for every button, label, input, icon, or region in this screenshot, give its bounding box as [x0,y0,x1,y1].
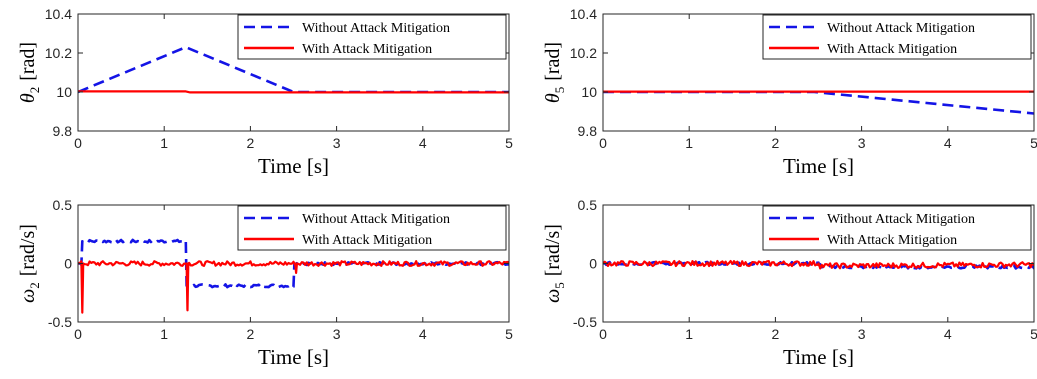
y-tick-label: 0 [64,256,72,272]
legend: Without Attack Mitigation With Attack Mit… [762,14,1032,60]
legend: Without Attack Mitigation With Attack Mit… [237,14,507,60]
series-line-with-mitigation [603,259,1034,270]
legend-box [237,14,507,60]
y-axis-symbol: θ [17,93,39,103]
x-tick-label: 4 [944,135,952,151]
y-axis-label: θ5 [rad] [542,42,567,103]
x-tick-label: 4 [419,326,427,342]
legend-label: Without Attack Mitigation [827,21,975,36]
y-tick-label: 9.8 [53,123,73,139]
legend-box [237,205,507,251]
y-tick-label: 10.4 [45,6,72,22]
legend-label: Without Attack Mitigation [302,212,450,227]
x-tick-label: 2 [247,326,255,342]
y-tick-label: 10.2 [570,45,597,61]
x-tick-label: 1 [685,326,693,342]
legend-label: With Attack Mitigation [302,42,432,57]
x-axis-label: Time [s] [258,345,329,369]
y-axis-subscript: 2 [27,87,42,94]
legend-box [762,205,1032,251]
x-tick-label: 0 [74,135,82,151]
y-tick-label: -0.5 [48,314,72,330]
x-tick-label: 5 [1030,135,1037,151]
x-axis-label: Time [s] [258,154,329,178]
y-tick-label: 0 [589,256,597,272]
y-axis-subscript: 5 [552,87,567,94]
x-tick-label: 0 [599,326,607,342]
x-tick-label: 3 [858,326,866,342]
y-axis-symbol: θ [542,93,564,103]
y-axis-label: ω5 [rad/s] [542,224,567,303]
series-line-without-mitigation [603,90,1034,115]
y-axis-symbol: ω [542,289,564,303]
y-axis-unit: [rad] [542,42,564,81]
legend-label: Without Attack Mitigation [827,212,975,227]
legend-label: Without Attack Mitigation [302,21,450,36]
axes-box [77,13,510,132]
series-group [78,238,509,314]
y-axis-label: ω2 [rad/s] [17,224,42,303]
y-axis-subscript: 5 [552,282,567,289]
x-tick-label: 2 [772,326,780,342]
y-axis-unit: [rad] [17,42,39,81]
series-group [78,45,509,94]
y-tick-label: 10 [581,84,597,100]
x-tick-label: 3 [333,135,341,151]
y-tick-label: 10.2 [45,45,72,61]
x-tick-label: 5 [505,135,513,151]
y-axis-unit: [rad/s] [542,224,564,276]
x-axis-label: Time [s] [783,154,854,178]
x-tick-label: 0 [74,326,82,342]
x-tick-label: 4 [944,326,952,342]
legend: Without Attack Mitigation With Attack Mit… [762,205,1032,251]
x-tick-label: 2 [247,135,255,151]
x-axis-label: Time [s] [783,345,854,369]
series-line-with-mitigation [78,90,509,94]
x-tick-label: 0 [599,135,607,151]
x-tick-label: 4 [419,135,427,151]
y-axis-label: θ2 [rad] [17,42,42,103]
series-group [603,259,1034,270]
y-axis-symbol: ω [17,289,39,303]
legend-label: With Attack Mitigation [827,233,957,248]
y-tick-label: -0.5 [573,314,597,330]
x-tick-label: 1 [160,326,168,342]
legend-box [762,14,1032,60]
y-axis-subscript: 2 [27,282,42,289]
legend-label: With Attack Mitigation [302,233,432,248]
series-group [603,90,1034,115]
series-line-with-mitigation [78,260,509,314]
y-axis-unit: [rad/s] [17,224,39,276]
x-tick-label: 1 [160,135,168,151]
x-tick-label: 3 [858,135,866,151]
legend: Without Attack Mitigation With Attack Mit… [237,205,507,251]
x-tick-label: 2 [772,135,780,151]
x-tick-label: 3 [333,326,341,342]
axes-box [602,13,1035,132]
x-tick-label: 5 [1030,326,1037,342]
x-tick-label: 1 [685,135,693,151]
y-tick-label: 0.5 [578,197,598,213]
y-tick-label: 10 [56,84,72,100]
legend-label: With Attack Mitigation [827,42,957,57]
x-tick-label: 5 [505,326,513,342]
y-tick-label: 9.8 [578,123,598,139]
y-tick-label: 10.4 [570,6,597,22]
y-tick-label: 0.5 [53,197,73,213]
